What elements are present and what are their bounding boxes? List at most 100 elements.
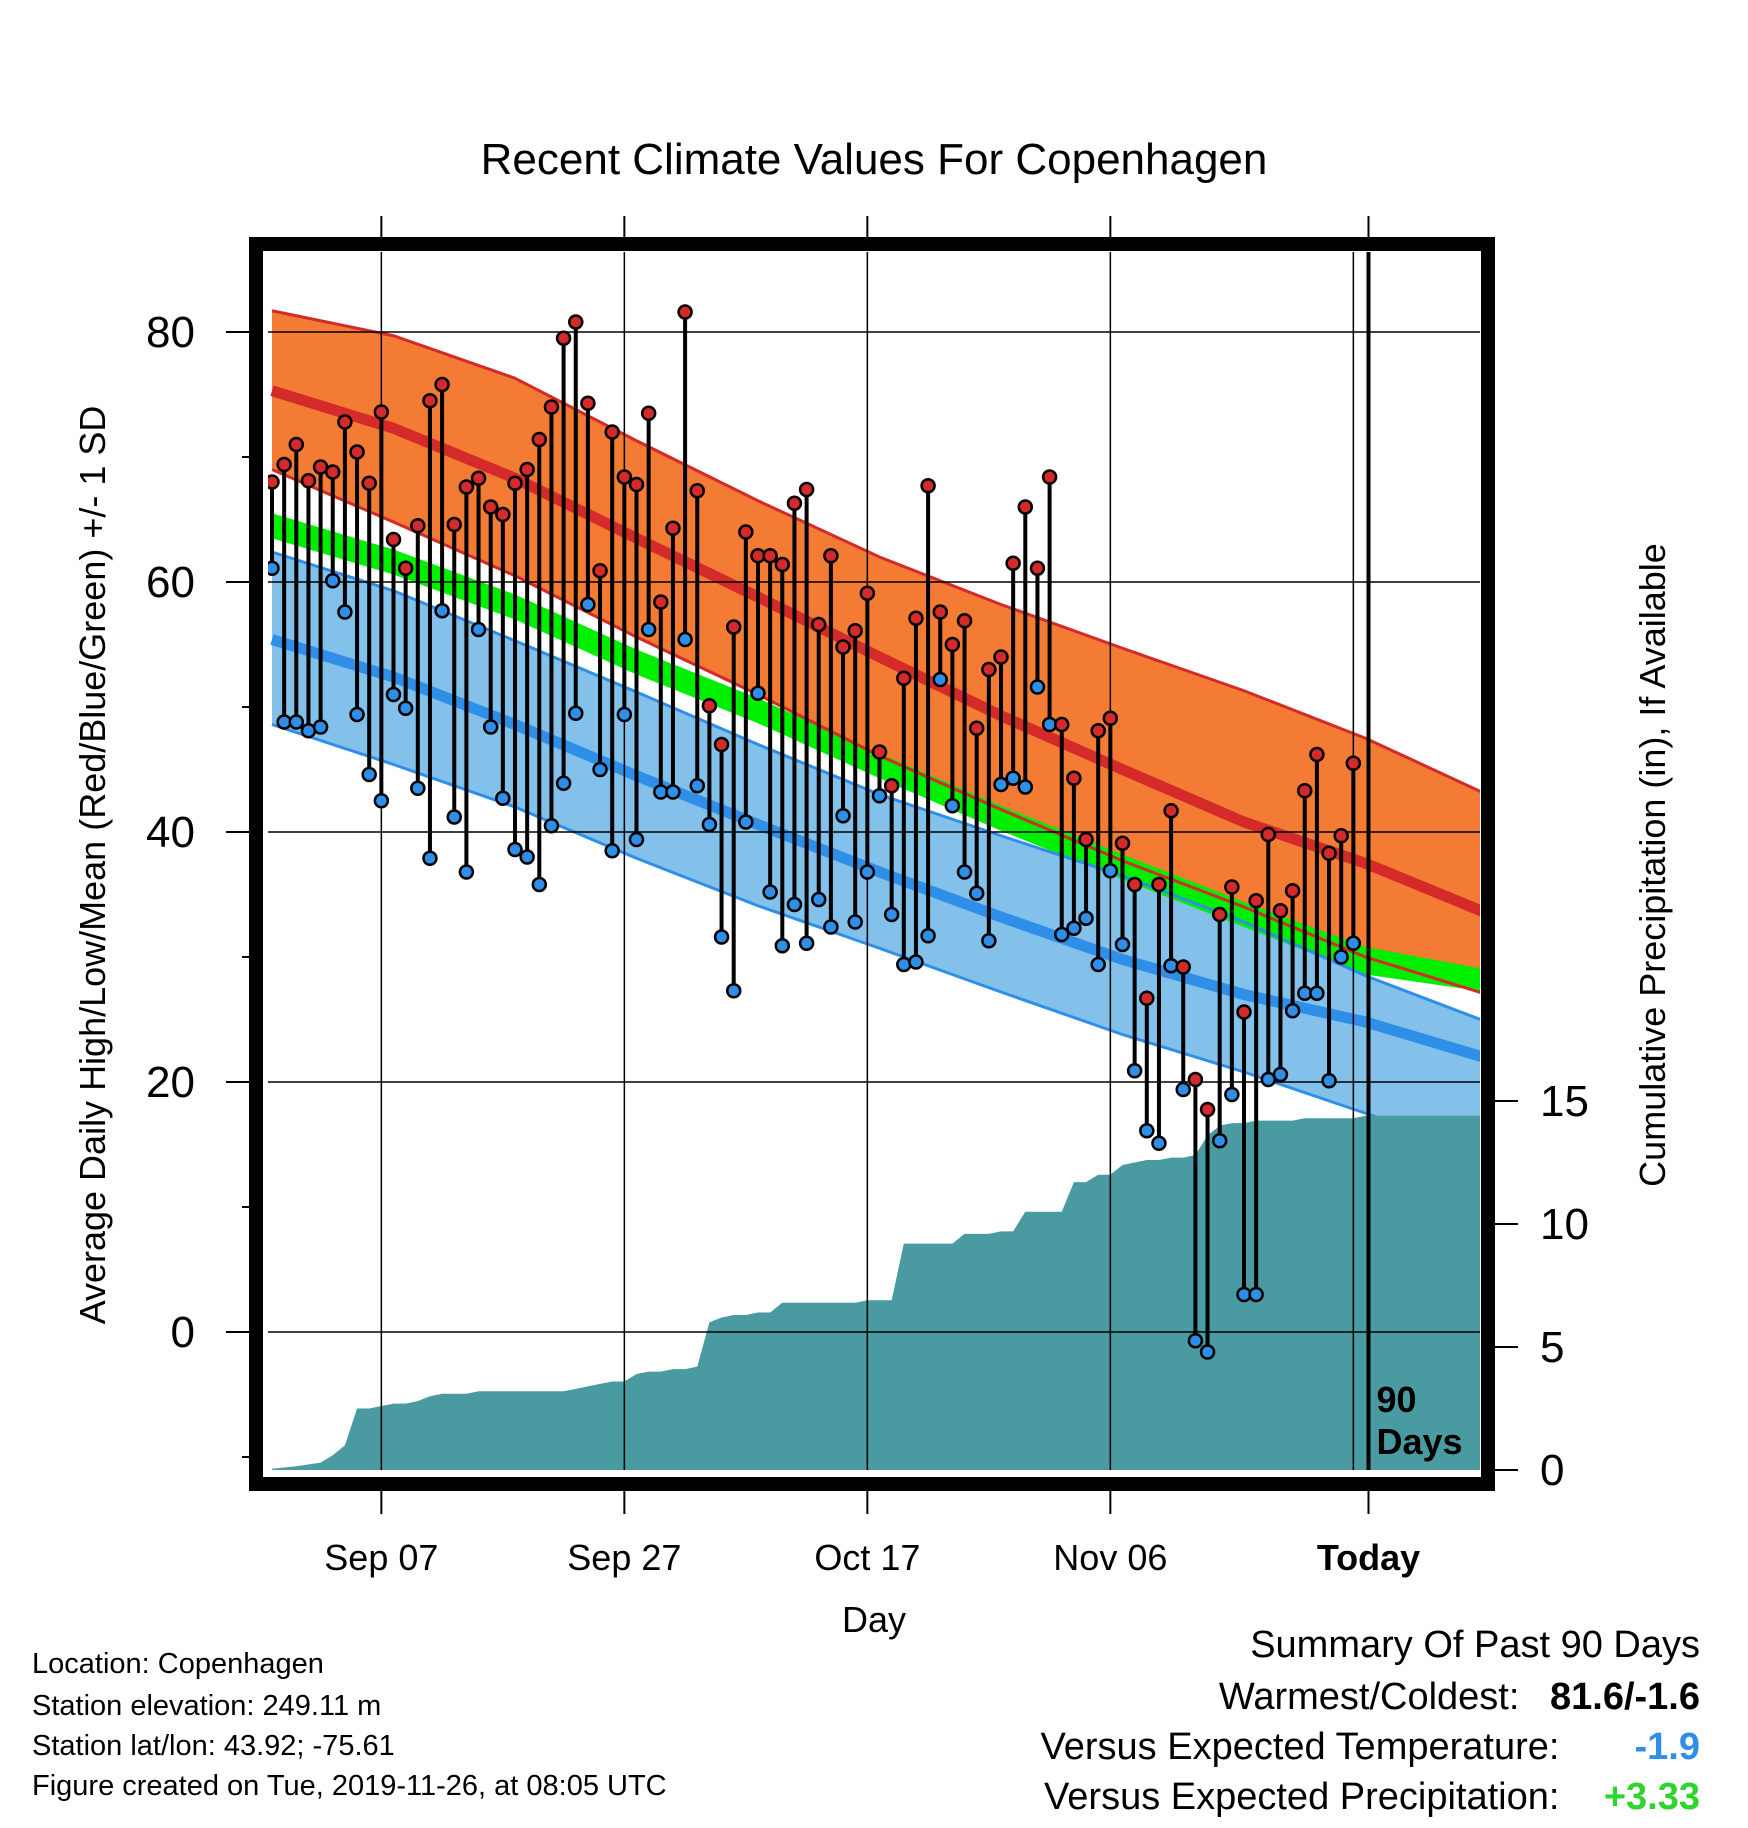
- high-point: [1236, 1004, 1252, 1020]
- high-point: [628, 476, 645, 493]
- high-point: [871, 744, 888, 760]
- precipitation-area: [272, 1115, 1480, 1470]
- low-point: [1309, 985, 1325, 1001]
- high-point: [385, 531, 402, 548]
- high-point: [738, 524, 754, 540]
- precipitation-label: Versus Expected Precipitation:: [1044, 1776, 1560, 1818]
- low-point: [268, 560, 280, 576]
- high-point: [944, 636, 961, 653]
- high-point: [1224, 879, 1240, 895]
- high-point: [1272, 903, 1289, 919]
- low-point: [1090, 956, 1106, 973]
- low-point: [1029, 679, 1046, 695]
- low-point: [531, 876, 548, 893]
- low-point: [1054, 926, 1070, 943]
- high-point: [519, 461, 535, 478]
- low-point: [1199, 1344, 1216, 1360]
- high-point: [434, 376, 450, 393]
- high-point: [847, 623, 863, 639]
- low-point: [932, 671, 948, 688]
- low-point: [1321, 1073, 1337, 1089]
- low-point: [312, 719, 329, 735]
- high-point: [1284, 883, 1301, 899]
- low-point: [835, 808, 851, 824]
- low-point: [1224, 1086, 1240, 1103]
- high-point: [1041, 469, 1058, 485]
- low-point: [410, 780, 426, 796]
- low-point: [604, 843, 620, 859]
- high-point: [1054, 716, 1070, 733]
- low-point: [701, 816, 718, 833]
- y-tick-label: 60: [146, 558, 195, 607]
- precipitation-value: +3.33: [1603, 1776, 1700, 1818]
- low-point: [628, 831, 645, 848]
- high-point: [1187, 1071, 1204, 1088]
- low-point: [470, 621, 487, 638]
- low-lower-edge: [271, 723, 1480, 1154]
- y-tick-label: 0: [171, 1308, 195, 1357]
- info-created: Figure created on Tue, 2019-11-26, at 08…: [32, 1770, 667, 1802]
- high-point: [288, 436, 305, 453]
- x-tick-label: Sep 07: [324, 1537, 438, 1578]
- high-point: [1017, 499, 1034, 515]
- low-point: [798, 935, 815, 951]
- low-point: [665, 784, 681, 800]
- low-point: [555, 775, 572, 791]
- low-point: [446, 809, 462, 825]
- high-point: [397, 560, 414, 576]
- high-point: [968, 720, 985, 736]
- low-point: [847, 914, 863, 930]
- low-point: [774, 938, 791, 954]
- high-point: [1005, 555, 1021, 571]
- high-point: [762, 548, 778, 564]
- plot-area: 90 Days 0 20 40 60 80 0 5 10 15 Sep 07 Sep 27 Oct 17 N…: [146, 216, 1589, 1578]
- low-point: [434, 603, 450, 619]
- high-point: [1139, 990, 1155, 1006]
- high-point: [604, 424, 620, 440]
- low-point: [1211, 1133, 1228, 1149]
- summary-title: Summary Of Past 90 Days: [1250, 1624, 1700, 1666]
- high-point: [713, 736, 730, 753]
- low-point: [519, 849, 535, 865]
- low-point: [458, 864, 475, 880]
- low-point: [786, 896, 803, 913]
- info-location: Location: Copenhagen: [32, 1648, 324, 1680]
- info-latlon: Station lat/lon: 43.92; -75.61: [32, 1730, 395, 1762]
- high-point: [268, 474, 280, 490]
- high-point: [677, 304, 693, 320]
- high-point: [1309, 746, 1325, 763]
- today-window-label: 90 Days: [1377, 1379, 1463, 1462]
- y-axis-label: Average Daily High/Low/Mean (Red/Blue/Gr…: [72, 406, 113, 1325]
- high-point: [1078, 831, 1094, 848]
- x-tick-label: Today: [1317, 1537, 1420, 1578]
- low-point: [993, 776, 1009, 793]
- today-window-label-line: 90: [1377, 1379, 1417, 1420]
- low-point: [981, 933, 997, 949]
- x-tick-label: Nov 06: [1053, 1537, 1167, 1578]
- high-upper-edge: [271, 309, 1480, 793]
- low-point: [920, 928, 936, 944]
- low-point: [1017, 779, 1034, 795]
- high-point: [908, 610, 924, 626]
- high-point: [1321, 845, 1337, 861]
- high-point: [1126, 876, 1143, 893]
- low-point: [507, 841, 523, 858]
- low-point: [397, 700, 414, 716]
- low-point: [1005, 770, 1021, 786]
- high-point: [640, 405, 657, 421]
- low-point: [1102, 863, 1119, 879]
- low-point: [482, 719, 499, 735]
- low-point: [1175, 1081, 1191, 1098]
- high-point: [276, 456, 292, 473]
- low-point: [1187, 1333, 1204, 1349]
- y-tick-label: 80: [146, 308, 195, 357]
- low-point: [811, 891, 827, 908]
- y2-tick-label: 5: [1540, 1323, 1564, 1372]
- summary-precipitation: Versus Expected Precipitation: +3.33: [1044, 1776, 1700, 1819]
- high-point: [373, 404, 390, 420]
- high-point: [580, 395, 596, 411]
- low-point: [325, 573, 341, 589]
- high-point: [981, 661, 997, 678]
- high-point: [993, 649, 1009, 665]
